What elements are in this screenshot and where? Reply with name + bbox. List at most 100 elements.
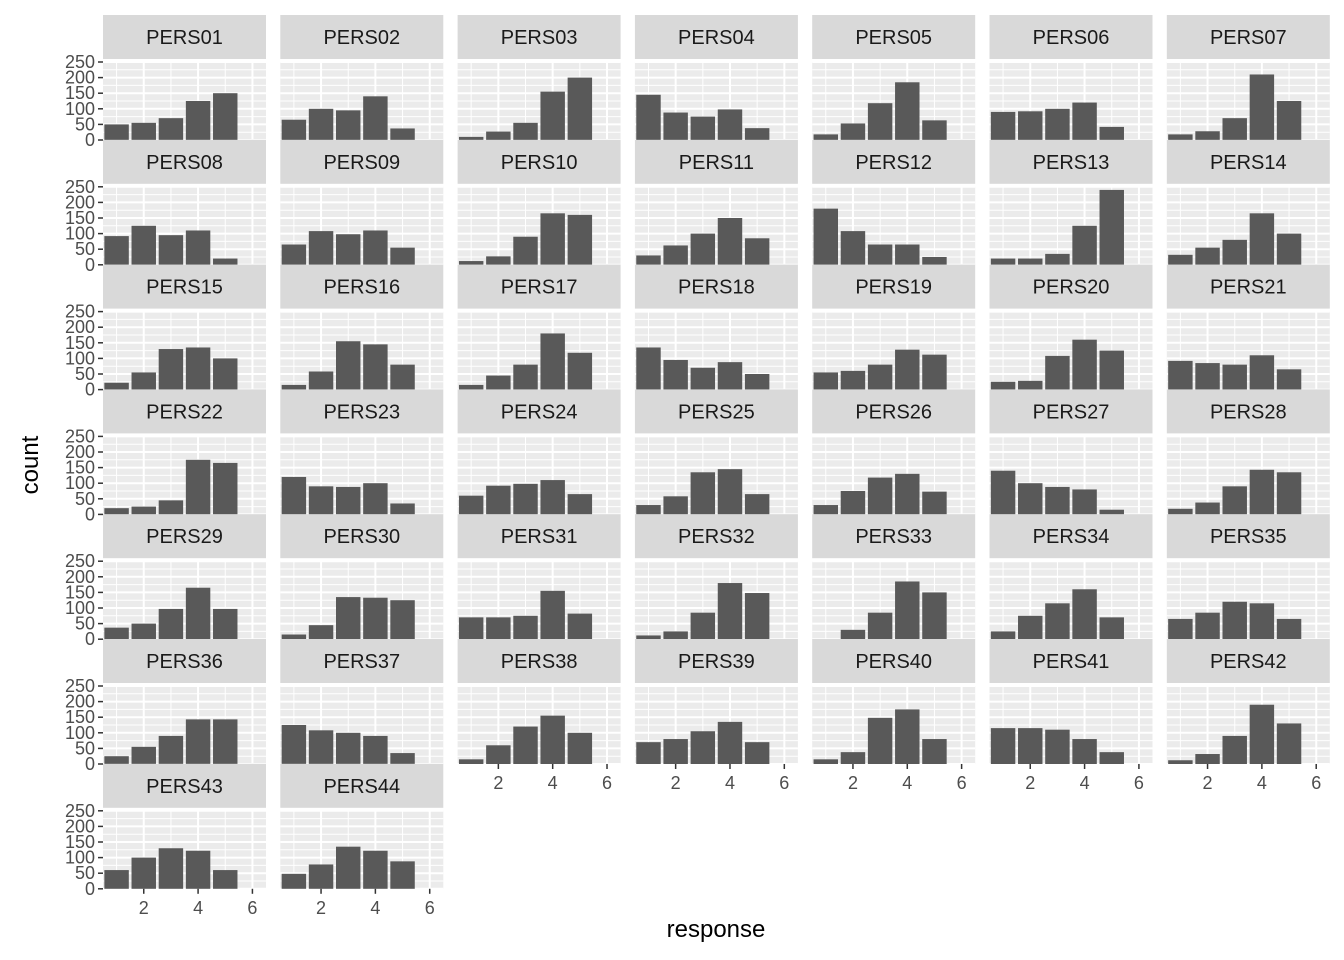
bar <box>363 483 388 515</box>
facet-pers23: PERS23 <box>280 389 458 516</box>
bar <box>567 352 593 390</box>
bar <box>213 719 238 764</box>
facet-strip <box>457 15 621 59</box>
bar <box>486 256 511 265</box>
bar <box>990 631 1016 640</box>
bar <box>486 745 511 764</box>
bar <box>840 231 866 265</box>
x-tick-label: 6 <box>957 773 967 793</box>
bar <box>308 371 334 390</box>
bar <box>663 631 688 640</box>
y-tick-label: 100 <box>65 99 95 119</box>
facet-strip <box>989 639 1153 683</box>
x-tick-label: 6 <box>779 773 789 793</box>
bar <box>213 870 238 889</box>
y-tick-label: 0 <box>85 879 95 899</box>
bar <box>540 715 565 764</box>
x-tick-label: 6 <box>425 898 435 918</box>
bar <box>990 470 1016 515</box>
bar <box>335 597 361 640</box>
x-tick-label: 4 <box>725 773 735 793</box>
bar <box>1195 131 1220 140</box>
facet-strip-label: PERS03 <box>501 27 578 49</box>
bar <box>213 258 238 265</box>
facet-strip <box>1166 514 1330 559</box>
bar <box>458 261 484 265</box>
bar <box>1072 489 1097 515</box>
bar <box>744 128 770 140</box>
bar <box>185 587 211 640</box>
bar <box>540 590 565 640</box>
bar <box>363 735 388 764</box>
facet-pers03: PERS03 <box>457 15 635 141</box>
y-tick-label: 50 <box>75 489 95 509</box>
x-axis-title: response <box>667 916 766 943</box>
facet-strip-label: PERS19 <box>855 277 932 299</box>
bar <box>1099 350 1124 390</box>
bar <box>895 82 920 140</box>
bar <box>513 615 538 640</box>
bar <box>281 244 307 265</box>
bar <box>690 233 716 265</box>
x-tick-label: 2 <box>1203 773 1213 793</box>
facet-strip <box>812 389 976 434</box>
bar <box>1168 508 1193 515</box>
bar <box>1276 472 1302 515</box>
y-tick-label: 200 <box>65 317 95 337</box>
facet-strip <box>812 264 976 309</box>
bar <box>1222 364 1247 390</box>
bar <box>104 124 129 140</box>
facet-strip <box>634 15 798 59</box>
bar <box>636 94 661 140</box>
y-tick-label: 100 <box>65 598 95 618</box>
facet-strip <box>634 264 798 309</box>
x-tick-label: 2 <box>848 773 858 793</box>
bar <box>458 384 484 390</box>
bar <box>567 732 593 764</box>
facet-pers02: PERS02 <box>280 15 458 141</box>
bar <box>185 230 211 265</box>
y-tick-label: 50 <box>75 614 95 634</box>
bar <box>840 370 866 390</box>
y-tick-label: 100 <box>65 224 95 244</box>
y-tick-label: 200 <box>65 692 95 712</box>
bar <box>922 354 947 390</box>
bar <box>567 77 593 140</box>
bar <box>1045 108 1070 140</box>
bar <box>1276 101 1302 140</box>
facet-strip-label: PERS37 <box>323 651 400 673</box>
facet-pers42: PERS42 2 4 6 <box>1166 639 1344 793</box>
bar <box>104 508 129 515</box>
bar <box>308 625 334 640</box>
x-tick-label: 4 <box>370 898 380 918</box>
bar <box>131 623 156 640</box>
bar <box>513 726 538 764</box>
facet-strip <box>634 514 798 559</box>
bar <box>185 101 211 140</box>
bar <box>1072 102 1097 140</box>
bar <box>308 231 334 265</box>
bar <box>1168 760 1193 764</box>
y-tick-label: 150 <box>65 582 95 602</box>
bar <box>1195 502 1220 515</box>
bar <box>1045 729 1070 764</box>
bar <box>840 629 866 640</box>
facet-strip <box>812 139 976 184</box>
bar <box>567 214 593 265</box>
facet-strip <box>634 389 798 434</box>
facet-pers19: PERS19 <box>812 264 990 391</box>
bar <box>567 494 593 515</box>
bar <box>922 592 947 640</box>
bar <box>390 503 415 515</box>
y-tick-label: 200 <box>65 816 95 836</box>
facet-pers37: PERS37 <box>280 639 458 765</box>
bar <box>922 257 947 265</box>
bar <box>1222 735 1247 764</box>
bar <box>867 717 893 764</box>
y-tick-label: 50 <box>75 114 95 134</box>
bar <box>1222 118 1247 140</box>
bar <box>513 122 538 140</box>
bar <box>1249 213 1275 265</box>
y-tick-label: 150 <box>65 208 95 228</box>
